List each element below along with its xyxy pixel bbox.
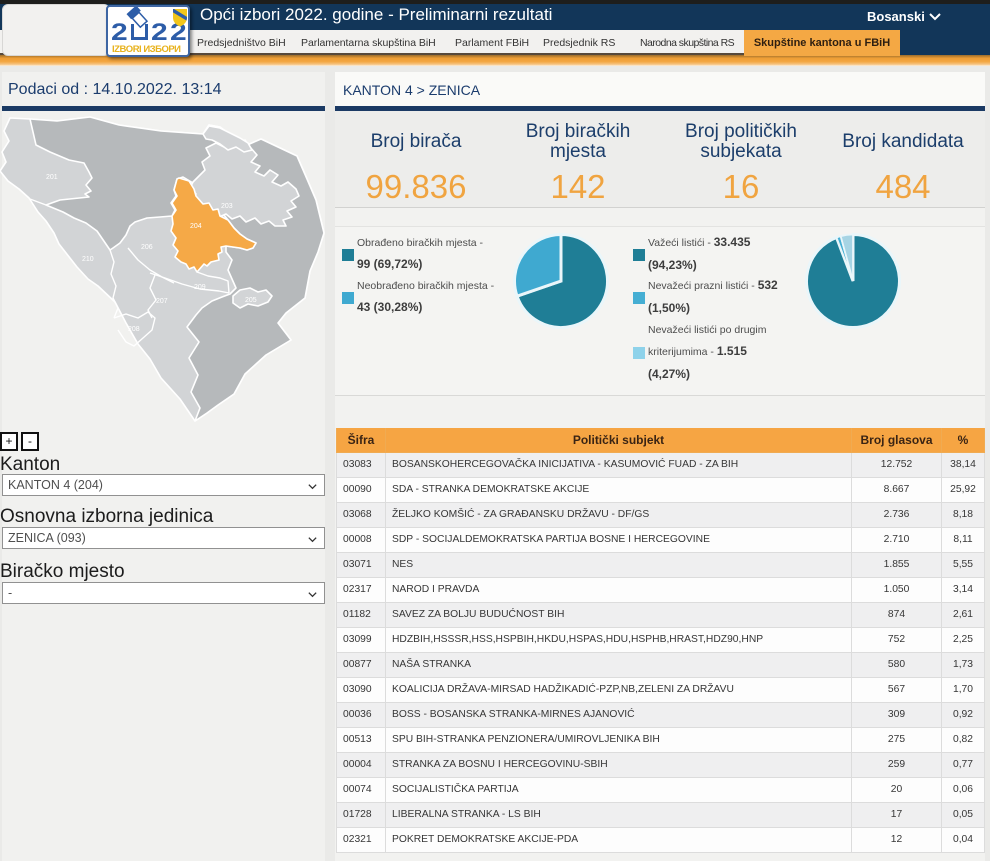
- svg-text:208: 208: [128, 326, 140, 333]
- svg-text:2: 2: [111, 18, 128, 45]
- svg-text:204: 204: [190, 223, 202, 230]
- svg-text:203: 203: [221, 203, 233, 210]
- svg-text:207: 207: [156, 298, 168, 305]
- svg-text:IZBORI ИЗБОРИ: IZBORI ИЗБОРИ: [112, 44, 181, 55]
- svg-text:209: 209: [194, 284, 206, 291]
- svg-text:206: 206: [141, 244, 153, 251]
- svg-text:2: 2: [151, 18, 168, 45]
- svg-text:205: 205: [245, 297, 257, 304]
- svg-text:201: 201: [46, 174, 58, 181]
- svg-text:210: 210: [82, 256, 94, 263]
